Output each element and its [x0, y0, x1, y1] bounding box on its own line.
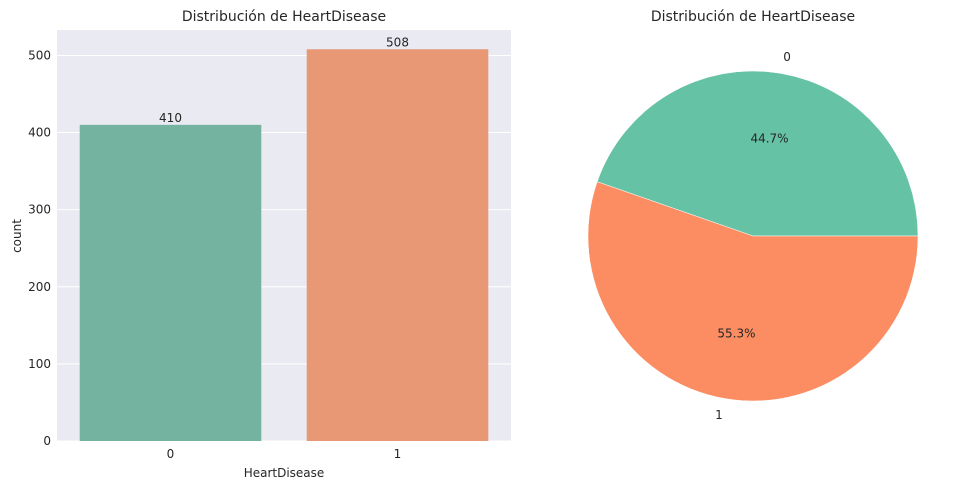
pie-percent-label: 55.3%: [717, 327, 755, 341]
bar-y-tick-label: 200: [28, 280, 51, 294]
pie-slice-1: [587, 181, 919, 402]
pie-chart-title: Distribución de HeartDisease: [651, 9, 855, 25]
bar-y-tick-label: 500: [28, 48, 51, 62]
pie-slices: [587, 70, 919, 402]
bar-y-tick-label: 300: [28, 203, 51, 217]
bar-x-axis-label: HeartDisease: [244, 466, 325, 480]
bar-x-tick-label: 1: [394, 447, 402, 461]
pie-category-labels: 01: [715, 50, 791, 422]
bar-data-labels: 410 508: [159, 35, 409, 125]
bar-y-axis-label: count: [10, 219, 24, 253]
bar-x-tick-label: 0: [167, 447, 175, 461]
pie-slice-0: [596, 70, 919, 237]
bar-y-tick-label: 400: [28, 126, 51, 140]
pie-chart-panel: 01 44.7%55.3% Distribución de HeartDisea…: [587, 9, 919, 422]
pie-percent-labels: 44.7% 55.3%: [717, 131, 788, 340]
pie-percent-label: 44.7%: [750, 131, 788, 145]
bar-data-label: 410: [159, 111, 182, 125]
bar-series: [79, 49, 489, 441]
bar-0: [79, 124, 262, 441]
bar-y-tick-labels: 0 100 200 300 400 500: [28, 48, 51, 448]
bar-1: [306, 49, 489, 441]
pie-category-label: 0: [783, 50, 791, 64]
bar-data-label: 508: [386, 35, 409, 49]
bar-y-tick-label: 0: [43, 434, 51, 448]
pie-category-label: 1: [715, 408, 723, 422]
bar-y-tick-label: 100: [28, 357, 51, 371]
bar-chart-title: Distribución de HeartDisease: [182, 9, 386, 25]
